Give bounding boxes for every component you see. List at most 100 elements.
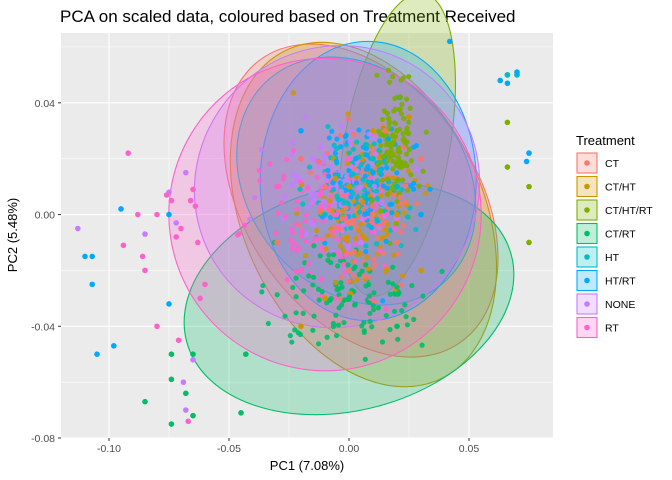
cloud-point	[290, 90, 296, 96]
cloud-point	[329, 233, 336, 239]
cloud-point	[391, 308, 398, 314]
point-ht-rt	[89, 281, 95, 288]
cloud-point	[333, 332, 340, 339]
point-ht-rt	[89, 253, 95, 260]
cloud-point	[350, 273, 357, 279]
cloud-point	[404, 127, 410, 134]
cloud-point	[404, 322, 410, 328]
cloud-point	[304, 231, 310, 237]
cloud-point	[330, 320, 337, 327]
cloud-point	[362, 173, 368, 179]
cloud-point	[310, 282, 316, 288]
cloud-point	[420, 168, 426, 174]
cloud-point	[352, 156, 359, 162]
cloud-point	[359, 268, 365, 274]
cloud-point	[371, 307, 377, 313]
cloud-point	[316, 164, 322, 170]
cloud-point	[399, 101, 405, 107]
cloud-point	[394, 198, 400, 204]
cloud-point	[300, 201, 306, 207]
y-tick-label: -0.04	[31, 321, 55, 333]
point-ht-rt	[523, 158, 530, 165]
cloud-point	[383, 306, 389, 312]
cloud-point	[361, 273, 367, 279]
point-rt	[274, 183, 280, 190]
cloud-point	[366, 299, 372, 305]
cloud-point	[345, 262, 351, 268]
cloud-point	[315, 236, 321, 242]
point-ht-rt	[504, 80, 511, 87]
cloud-point	[348, 172, 354, 179]
cloud-point	[294, 206, 300, 212]
cloud-point	[385, 279, 391, 285]
cloud-point	[318, 203, 324, 209]
cloud-point	[320, 159, 327, 166]
legend-label: CT/HT	[605, 182, 636, 194]
cloud-point	[400, 131, 406, 137]
cloud-point	[321, 198, 327, 204]
point-rt	[168, 197, 175, 204]
cloud-point	[372, 261, 378, 267]
cloud-point	[379, 200, 385, 207]
legend-key-dot	[584, 254, 590, 260]
cloud-point	[397, 149, 403, 155]
cloud-point	[302, 114, 308, 121]
cloud-point	[378, 142, 384, 148]
cloud-point	[357, 251, 363, 257]
cloud-point	[308, 192, 314, 198]
cloud-point	[282, 313, 288, 319]
cloud-point	[356, 228, 362, 234]
cloud-point	[297, 186, 303, 192]
cloud-point	[331, 199, 338, 205]
point-none	[75, 225, 81, 232]
cloud-point	[374, 216, 380, 222]
cloud-point	[345, 161, 351, 167]
point-rt	[190, 186, 196, 193]
cloud-point	[326, 207, 332, 213]
cloud-point	[377, 225, 383, 231]
cloud-point	[300, 310, 306, 317]
cloud-point	[298, 233, 305, 239]
cloud-point	[363, 236, 369, 242]
cloud-point	[423, 190, 429, 196]
cloud-point	[371, 136, 377, 142]
cloud-point	[369, 161, 375, 167]
point-none	[173, 220, 179, 226]
cloud-point	[419, 342, 425, 348]
cloud-point	[252, 194, 258, 201]
cloud-point	[404, 187, 411, 193]
cloud-point	[392, 95, 398, 102]
cloud-point	[306, 261, 312, 267]
cloud-point	[352, 241, 358, 247]
cloud-point	[275, 210, 281, 216]
cloud-point	[383, 238, 389, 244]
cloud-point	[296, 245, 302, 251]
cloud-point	[364, 142, 370, 148]
cloud-point	[354, 139, 360, 145]
point-ct-ht-rt	[504, 119, 511, 126]
cloud-point	[396, 290, 402, 296]
legend-label: CT/HT/RT	[605, 205, 653, 217]
cloud-point	[363, 166, 369, 172]
cloud-point	[390, 166, 396, 172]
cloud-point	[350, 218, 356, 224]
cloud-point	[394, 170, 400, 176]
point-ct	[394, 239, 400, 246]
cloud-point	[311, 222, 317, 228]
cloud-point	[342, 134, 348, 140]
point-ct	[418, 155, 424, 162]
point-ct-ht	[406, 113, 412, 120]
point-ht-rt	[418, 211, 424, 218]
cloud-point	[323, 246, 329, 252]
cloud-point	[326, 135, 332, 141]
cloud-point	[385, 157, 391, 164]
cloud-point	[311, 243, 317, 249]
cloud-point	[345, 245, 351, 252]
cloud-point	[439, 268, 445, 274]
cloud-point	[288, 237, 294, 243]
cloud-point	[369, 197, 375, 204]
cloud-point	[247, 216, 253, 222]
cloud-point	[334, 193, 340, 199]
cloud-point	[310, 274, 317, 280]
cloud-point	[339, 216, 345, 222]
